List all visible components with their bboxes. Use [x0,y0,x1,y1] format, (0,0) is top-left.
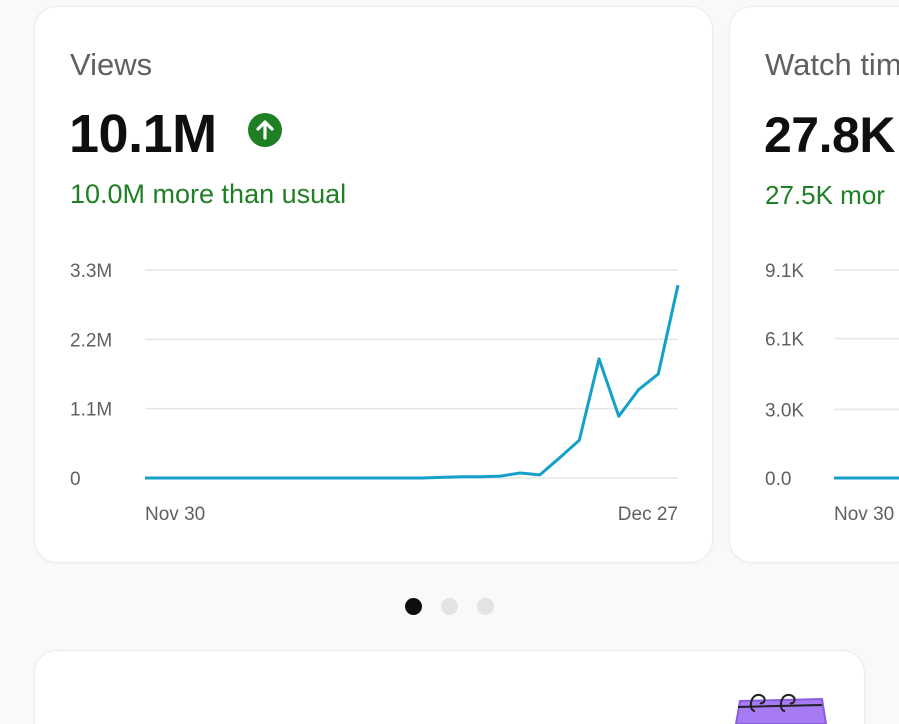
card-title: Views [70,47,153,82]
y-tick-label: 2.2M [70,330,112,351]
watch-time-value: 27.8K [764,107,895,163]
page-dot-3[interactable] [477,598,494,615]
y-tick-label: 3.3M [70,261,112,282]
page-dot-2[interactable] [441,598,458,615]
y-tick-label: 3.0K [765,400,804,421]
y-tick-label: 0 [70,469,81,490]
card-title: Watch tim [765,47,899,82]
watch-time-chart: 0.0 3.0K 6.1K 9.1K Nov 30 [765,261,899,525]
watch-time-delta: 27.5K mor [765,180,885,210]
x-tick-label: Dec 27 [618,504,678,525]
next-card[interactable] [35,651,864,724]
y-tick-label: 6.1K [765,330,804,351]
x-tick-label: Nov 30 [145,504,205,525]
arrow-up-icon [248,113,282,147]
page-dot-1[interactable] [405,598,422,615]
watch-time-card[interactable]: Watch tim 27.8K 27.5K mor 0.0 3.0K 6.1K 9.1… [730,7,899,562]
views-card[interactable]: Views 10.1M 10.0M more than usual 0 1.1M 2… [35,7,712,562]
y-tick-label: 0.0 [765,469,791,490]
series-line [145,284,680,480]
views-value: 10.1M [69,104,217,164]
y-tick-label: 1.1M [70,400,112,421]
views-chart: 0 1.1M 2.2M 3.3M Nov 30 Dec 27 [70,261,680,525]
x-tick-label: Nov 30 [834,504,894,525]
views-delta: 10.0M more than usual [70,179,347,209]
calendar-illustration-icon [734,693,828,724]
y-tick-label: 9.1K [765,261,804,282]
